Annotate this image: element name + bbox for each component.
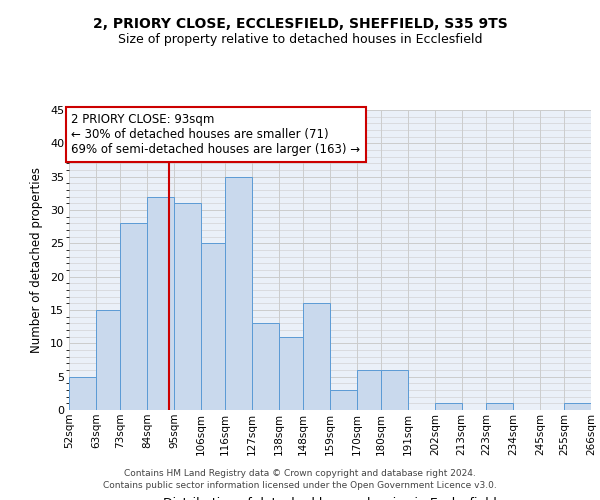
Bar (69, 376, 96, 410)
Bar (120, 224, 147, 410)
Bar (486, 404, 513, 410)
Bar (201, 244, 225, 410)
Text: 2 PRIORY CLOSE: 93sqm
← 30% of detached houses are smaller (71)
69% of semi-deta: 2 PRIORY CLOSE: 93sqm ← 30% of detached … (71, 114, 361, 156)
Bar (564, 404, 591, 410)
Bar (279, 336, 303, 410)
Text: Contains HM Land Registry data © Crown copyright and database right 2024.: Contains HM Land Registry data © Crown c… (124, 468, 476, 477)
Text: Size of property relative to detached houses in Ecclesfield: Size of property relative to detached ho… (118, 32, 482, 46)
Bar (381, 370, 408, 410)
Bar (435, 404, 462, 410)
Bar (252, 324, 279, 410)
Text: 2, PRIORY CLOSE, ECCLESFIELD, SHEFFIELD, S35 9TS: 2, PRIORY CLOSE, ECCLESFIELD, SHEFFIELD,… (92, 18, 508, 32)
Y-axis label: Number of detached properties: Number of detached properties (30, 167, 43, 353)
Bar (330, 390, 357, 410)
Bar (303, 304, 330, 410)
Bar (96, 310, 120, 410)
Bar (357, 370, 381, 410)
Bar (147, 196, 174, 410)
Bar (174, 204, 201, 410)
Bar (225, 176, 252, 410)
Text: Contains public sector information licensed under the Open Government Licence v3: Contains public sector information licen… (103, 481, 497, 490)
X-axis label: Distribution of detached houses by size in Ecclesfield: Distribution of detached houses by size … (163, 496, 497, 500)
